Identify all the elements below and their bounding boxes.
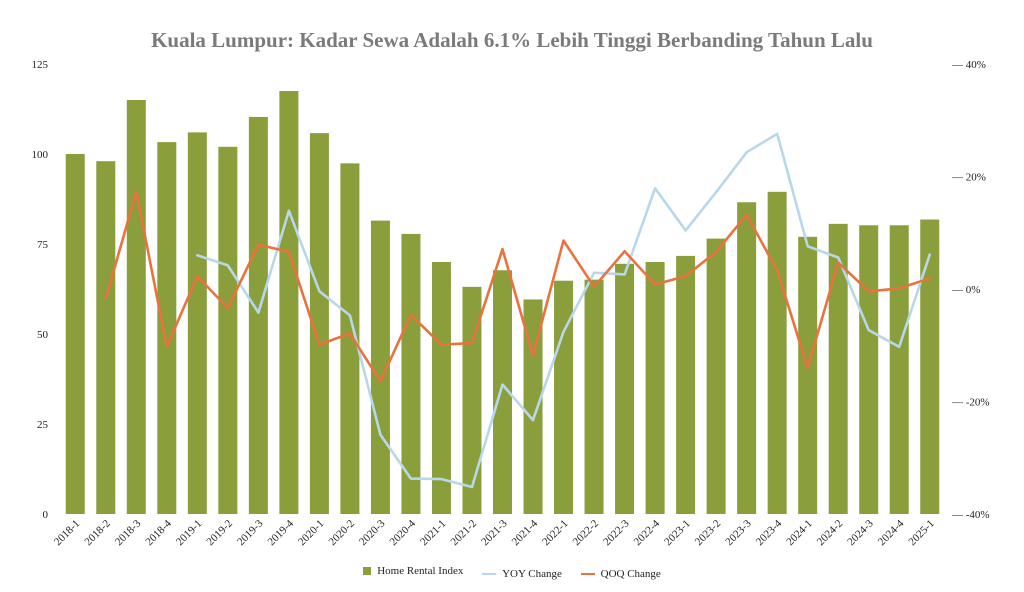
x-axis-tick-2019-2: 2019-2 <box>204 518 235 549</box>
qoq-change-line <box>104 190 931 383</box>
legend-swatch-rental-index <box>363 567 372 575</box>
legend-item-qoq: QOQ Change <box>580 568 661 580</box>
x-axis-tick-2024-4: 2024-4 <box>876 517 907 548</box>
bar-2019-3 <box>248 116 268 515</box>
bar-2021-4 <box>523 299 543 514</box>
bar-2022-2 <box>584 279 604 514</box>
bar-2019-1 <box>187 132 207 514</box>
x-axis-tick-2020-1: 2020-1 <box>296 518 327 549</box>
x-axis-tick-2021-4: 2021-4 <box>510 517 541 548</box>
x-axis-tick-2019-4: 2019-4 <box>265 517 296 548</box>
x-axis-tick-2023-2: 2023-2 <box>693 518 724 549</box>
x-axis-tick-2022-4: 2022-4 <box>632 517 663 548</box>
left-axis-tick-50: 50 <box>37 329 49 341</box>
bar-2025-1 <box>920 219 940 514</box>
bar-2024-4 <box>889 225 909 514</box>
left-axis-tick-0: 0 <box>43 509 49 521</box>
x-axis-tick-2022-1: 2022-1 <box>540 518 571 549</box>
right-axis-tick--40: — -40% <box>951 509 990 521</box>
legend-label-qoq: QOQ Change <box>600 568 661 580</box>
bar-2024-1 <box>798 236 818 515</box>
x-axis-tick-2024-2: 2024-2 <box>815 518 846 549</box>
x-axis-tick-2025-1: 2025-1 <box>906 518 937 549</box>
legend-item-rental-index: Home Rental Index <box>363 565 463 577</box>
x-axis-tick-2023-3: 2023-3 <box>723 517 754 548</box>
x-axis-tick-2020-2: 2020-2 <box>327 518 358 549</box>
x-axis-tick-2021-1: 2021-1 <box>418 518 449 549</box>
x-axis-tick-2020-3: 2020-3 <box>357 517 388 548</box>
x-axis-tick-2018-3: 2018-3 <box>113 517 144 548</box>
bar-2021-3 <box>493 270 512 514</box>
x-axis-tick-2021-2: 2021-2 <box>449 518 480 549</box>
x-axis-tick-2023-4: 2023-4 <box>754 517 785 548</box>
x-axis-tick-2024-3: 2024-3 <box>845 517 876 548</box>
x-axis-tick-2019-1: 2019-1 <box>174 518 205 549</box>
bar-2018-4 <box>157 142 177 514</box>
bar-2023-3 <box>737 202 757 515</box>
right-axis-tick-20: — 20% <box>951 172 986 184</box>
left-axis-tick-25: 25 <box>37 419 49 431</box>
bar-2019-2 <box>218 146 238 515</box>
x-axis-tick-2019-3: 2019-3 <box>235 517 266 548</box>
bar-2023-1 <box>676 255 696 514</box>
x-axis-tick-2022-2: 2022-2 <box>571 518 602 549</box>
bar-2022-1 <box>554 280 574 514</box>
bar-2022-4 <box>645 262 665 514</box>
x-axis-tick-2018-4: 2018-4 <box>143 517 174 548</box>
left-axis-tick-75: 75 <box>37 239 49 251</box>
bar-2024-2 <box>828 223 848 514</box>
bar-2018-3 <box>126 100 146 514</box>
legend-item-yoy: YOY Change <box>482 568 562 580</box>
bar-2021-1 <box>431 262 451 514</box>
bar-2020-4 <box>401 233 421 515</box>
x-axis-tick-2022-3: 2022-3 <box>601 517 632 548</box>
x-axis-tick-2018-1: 2018-1 <box>52 518 83 549</box>
bar-2024-3 <box>859 225 879 514</box>
bar-2022-3 <box>615 263 635 514</box>
bar-2023-2 <box>706 238 726 514</box>
legend-swatch-yoy <box>482 573 497 575</box>
legend-label-rental-index: Home Rental Index <box>377 565 464 577</box>
legend: Home Rental Index YOY Change QOQ Change <box>0 565 1024 580</box>
x-axis-tick-2018-2: 2018-2 <box>82 518 113 549</box>
yoy-change-line <box>196 132 931 489</box>
bar-2023-4 <box>767 191 787 515</box>
legend-label-yoy: YOY Change <box>502 568 562 580</box>
x-axis-tick-2024-1: 2024-1 <box>784 518 815 549</box>
bar-2018-1 <box>65 154 85 514</box>
right-axis-tick--20: — -20% <box>951 397 990 409</box>
left-axis-tick-100: 100 <box>32 149 49 161</box>
x-axis-tick-2020-4: 2020-4 <box>388 517 419 548</box>
bar-2019-4 <box>279 91 299 514</box>
bar-2020-1 <box>309 133 329 514</box>
right-axis-tick-40: — 40% <box>951 59 986 71</box>
legend-swatch-qoq <box>580 573 595 575</box>
x-axis-tick-2023-1: 2023-1 <box>662 518 693 549</box>
left-axis-tick-125: 125 <box>32 59 49 71</box>
right-axis-tick-0: — 0% <box>951 284 980 296</box>
bar-2020-2 <box>340 163 360 515</box>
x-axis-tick-2021-3: 2021-3 <box>479 517 510 548</box>
chart-title: Kuala Lumpur: Kadar Sewa Adalah 6.1% Leb… <box>151 28 873 52</box>
bar-2018-2 <box>96 161 116 514</box>
